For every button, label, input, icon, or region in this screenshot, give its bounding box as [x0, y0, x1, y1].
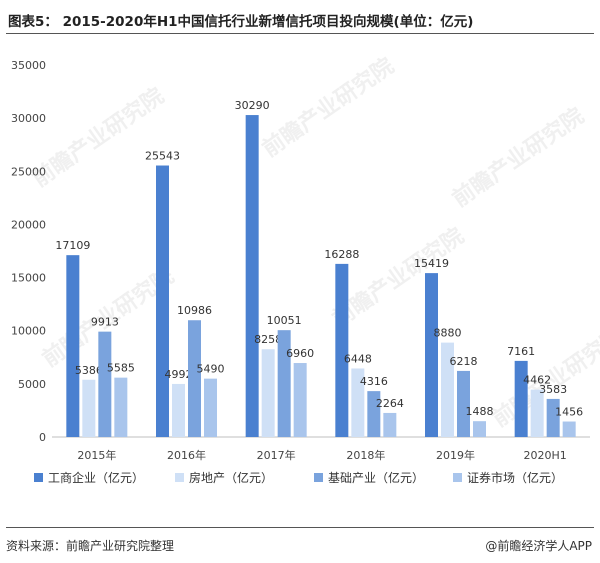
bar [530, 389, 544, 437]
data-label: 5490 [197, 363, 225, 376]
data-label: 1456 [555, 406, 583, 419]
data-label: 1488 [466, 405, 494, 418]
data-label: 5386 [75, 364, 103, 377]
bar [66, 255, 80, 437]
bar [562, 421, 576, 437]
source-note: 资料来源：前瞻产业研究院整理 [6, 539, 175, 553]
bar [98, 331, 112, 437]
bar [351, 368, 365, 437]
data-label: 8258 [254, 333, 282, 346]
bar [277, 330, 291, 437]
legend-swatch [175, 473, 184, 482]
bar [82, 379, 96, 437]
data-label: 6960 [286, 347, 314, 360]
y-tick-label: 35000 [11, 59, 46, 72]
bar [335, 263, 349, 437]
legend-label: 证券市场（亿元） [467, 470, 563, 485]
data-label: 3583 [539, 383, 567, 396]
y-tick-label: 20000 [11, 218, 46, 231]
data-label: 5585 [107, 362, 135, 375]
data-label: 8880 [434, 327, 462, 340]
bar [172, 383, 185, 437]
bar [261, 349, 275, 437]
data-label: 6218 [450, 355, 478, 368]
data-label: 4462 [523, 374, 551, 387]
footer-divider [6, 527, 594, 528]
legend-swatch [34, 473, 43, 482]
y-tick-label: 15000 [11, 272, 46, 285]
data-label: 4992 [165, 368, 193, 381]
x-tick-label: 2017年 [257, 448, 296, 462]
title-divider [6, 33, 594, 34]
x-tick-label: 2016年 [167, 448, 206, 462]
bar-chart: 0 5000 10000 15000 20000 25000 30000 35000 17109… [11, 59, 590, 485]
y-tick-label: 10000 [11, 325, 46, 338]
data-label: 30290 [235, 99, 270, 112]
bar [293, 363, 307, 437]
x-tick-label: 2015年 [77, 448, 116, 462]
bar [204, 378, 217, 437]
y-tick-label: 0 [39, 431, 46, 444]
bar [383, 412, 397, 437]
data-label: 9913 [91, 316, 119, 329]
bar [245, 115, 259, 437]
bar [457, 370, 470, 437]
data-label: 10051 [267, 314, 302, 327]
legend-swatch [314, 473, 323, 482]
bar [156, 165, 169, 437]
data-label: 25543 [145, 150, 180, 163]
y-tick-label: 5000 [18, 378, 46, 391]
bar [441, 342, 454, 437]
bar [367, 391, 381, 437]
bar [425, 273, 438, 437]
data-label: 6448 [344, 352, 372, 365]
legend-label: 工商企业（亿元） [48, 470, 144, 485]
bar [114, 377, 128, 437]
y-tick-label: 25000 [11, 165, 46, 178]
data-label: 4316 [360, 375, 388, 388]
bar [514, 360, 528, 437]
x-tick-label: 2020H1 [524, 449, 567, 462]
data-label: 17109 [55, 239, 90, 252]
data-label: 16288 [324, 248, 359, 261]
brand-credit: @前瞻经济学人APP [485, 539, 592, 553]
bar [188, 320, 201, 437]
data-label: 15419 [414, 257, 449, 270]
legend-swatch [453, 473, 462, 482]
legend-label: 房地产（亿元） [189, 470, 273, 485]
x-tick-label: 2018年 [346, 448, 385, 462]
data-label: 7161 [507, 345, 535, 358]
chart-title: 图表5： 2015-2020年H1中国信托行业新增信托项目投向规模(单位：亿元) [8, 14, 474, 30]
y-tick-label: 30000 [11, 112, 46, 125]
data-label: 10986 [177, 304, 212, 317]
data-label: 2264 [376, 397, 404, 410]
legend-label: 基础产业（亿元） [328, 470, 424, 485]
bar [546, 398, 560, 437]
x-tick-label: 2019年 [436, 448, 475, 462]
bar [473, 421, 486, 437]
